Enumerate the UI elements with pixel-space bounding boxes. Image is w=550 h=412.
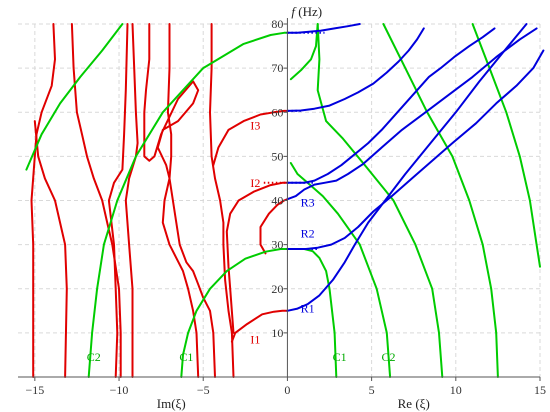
series-curve-2	[70, 23, 122, 378]
x-tick-label: 10	[450, 383, 462, 397]
series-curve-7	[209, 23, 235, 378]
series-curve-12	[180, 248, 289, 378]
series-curve-5	[143, 23, 216, 378]
series-curve-14	[25, 23, 124, 171]
y-axis-label: f (Hz)	[291, 4, 322, 19]
x-tick-label: −15	[25, 383, 44, 397]
y-axis-label-unit: (Hz)	[295, 4, 322, 19]
y-tick-label: 10	[271, 326, 283, 340]
series-curve-22	[286, 49, 545, 250]
x-tick-label: 5	[369, 383, 375, 397]
y-tick-label: 30	[271, 238, 283, 252]
series-curve-21	[286, 23, 528, 312]
labels: −15 −10 −5 0 5 10 15 10 20 30 40 50 60 70 80 I1 I2 I3 R1 R2…	[25, 17, 546, 397]
curve-label: I3	[250, 118, 260, 132]
series-curve-26	[286, 23, 361, 34]
curve-label: C2	[381, 350, 395, 364]
y-tick-label: 80	[271, 17, 283, 31]
grid	[18, 23, 541, 377]
series-curve-17	[289, 23, 319, 81]
series-curve-20	[471, 23, 541, 268]
series-curve-16	[289, 162, 392, 378]
series-curve-23	[286, 27, 538, 201]
y-tick-label: 20	[271, 282, 283, 296]
y-tick-label: 40	[271, 194, 283, 208]
curve-label: I2	[250, 176, 260, 190]
series-curve-3	[107, 23, 129, 378]
series-curve-25	[286, 27, 425, 112]
curve-label: R1	[301, 302, 315, 316]
series-curve-11	[212, 109, 289, 167]
series-curve-8	[230, 309, 289, 343]
series-curve-4	[124, 23, 139, 378]
axes	[18, 18, 541, 381]
curve-label: I1	[250, 332, 260, 346]
series-curve-19	[382, 23, 499, 378]
curve-label: C2	[87, 350, 101, 364]
x-tick-label: 0	[284, 383, 290, 397]
curve-label: C1	[333, 350, 347, 364]
y-axis-label-symbol: f	[291, 4, 297, 19]
x-axis-label-right: Re (ξ)	[398, 396, 430, 411]
curve-label: C1	[179, 350, 193, 364]
series-curve-10	[225, 181, 289, 334]
series-curve-24	[286, 27, 496, 184]
series-curve-6	[161, 23, 200, 378]
series-layer	[25, 23, 545, 378]
series-curve-1	[33, 120, 68, 378]
x-axis-label-left: Im(ξ)	[157, 396, 186, 411]
series-curve-13	[87, 31, 289, 378]
y-tick-label: 60	[271, 105, 283, 119]
series-curve-18	[316, 23, 444, 378]
curve-label: R3	[301, 196, 315, 210]
x-tick-label: −5	[197, 383, 210, 397]
y-tick-label: 50	[271, 149, 283, 163]
x-tick-label: 15	[534, 383, 546, 397]
curve-label: R2	[301, 227, 315, 241]
x-tick-label: −10	[110, 383, 129, 397]
y-tick-label: 70	[271, 61, 283, 75]
